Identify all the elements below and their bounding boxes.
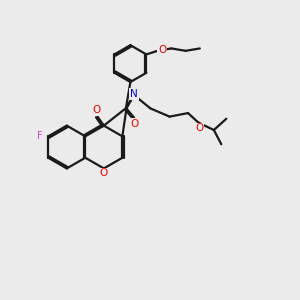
Text: O: O xyxy=(100,169,108,178)
Text: O: O xyxy=(92,105,101,116)
Text: O: O xyxy=(131,118,139,128)
Text: O: O xyxy=(158,45,166,55)
Text: N: N xyxy=(130,89,138,99)
Text: O: O xyxy=(195,123,203,133)
Text: F: F xyxy=(37,131,43,141)
